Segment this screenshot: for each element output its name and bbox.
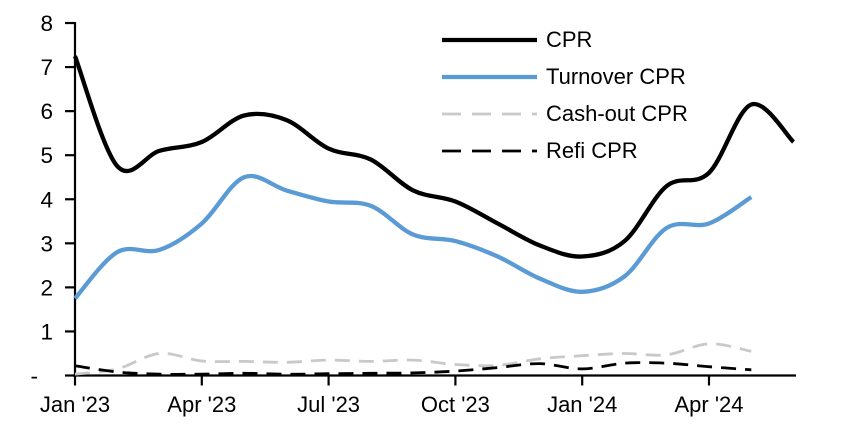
y-axis-tick-label: 8 bbox=[40, 11, 53, 36]
x-axis-tick-label: Apr '24 bbox=[674, 392, 743, 417]
y-axis-tick-label: 6 bbox=[40, 99, 53, 124]
legend-item-turnover-cpr: Turnover CPR bbox=[442, 58, 688, 95]
legend: CPR Turnover CPR Cash-out CPR Refi CPR bbox=[442, 21, 688, 169]
x-axis-tick-label: Jan '24 bbox=[547, 392, 617, 417]
legend-item-cashout-cpr: Cash-out CPR bbox=[442, 95, 688, 132]
y-axis-tick-label: 1 bbox=[40, 319, 53, 344]
x-axis-tick-label: Jul '23 bbox=[297, 392, 360, 417]
y-axis-tick-label: 2 bbox=[40, 275, 53, 300]
series-line-cpr bbox=[72, 55, 796, 259]
legend-item-refi-cpr: Refi CPR bbox=[442, 132, 688, 169]
legend-line-sample-cashout-cpr bbox=[442, 112, 537, 115]
legend-line-sample-turnover-cpr bbox=[442, 74, 537, 79]
legend-item-cpr: CPR bbox=[442, 21, 688, 58]
y-axis-tick-label: 4 bbox=[40, 187, 53, 212]
x-axis-tick-label: Apr '23 bbox=[167, 392, 236, 417]
series-line-refi-cpr bbox=[74, 361, 752, 376]
x-axis-tick-label: Jan '23 bbox=[40, 392, 110, 417]
x-axis-tick-label: Oct '23 bbox=[421, 392, 490, 417]
series-line-cash-out-cpr bbox=[74, 342, 752, 376]
legend-label-cpr: CPR bbox=[546, 26, 593, 52]
series-line-turnover-cpr bbox=[73, 173, 753, 300]
y-axis-tick-label: - bbox=[31, 364, 39, 389]
legend-line-sample-cpr bbox=[442, 37, 537, 42]
y-axis-tick-label: 7 bbox=[40, 55, 53, 80]
legend-label-turnover-cpr: Turnover CPR bbox=[546, 63, 686, 89]
legend-label-refi-cpr: Refi CPR bbox=[546, 137, 638, 163]
y-axis-tick-label: 3 bbox=[40, 231, 53, 256]
legend-label-cashout-cpr: Cash-out CPR bbox=[546, 100, 688, 126]
legend-line-sample-refi-cpr bbox=[442, 149, 537, 152]
y-axis-tick-label: 5 bbox=[40, 143, 53, 168]
